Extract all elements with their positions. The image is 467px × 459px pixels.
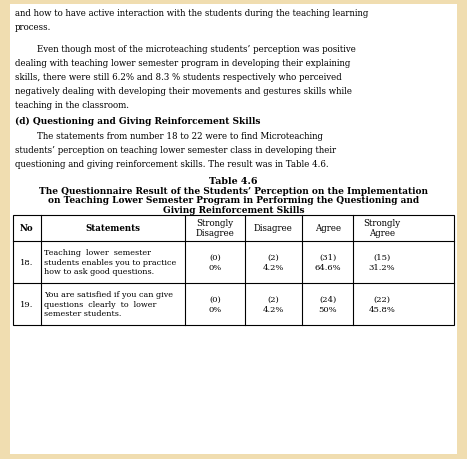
Text: Even though most of the microteaching students’ perception was positive: Even though most of the microteaching st… [15,45,356,54]
Text: (0)
0%: (0) 0% [208,295,221,313]
Text: Strongly
Agree: Strongly Agree [363,218,400,238]
Text: skills, there were still 6.2% and 8.3 % students respectively who perceived: skills, there were still 6.2% and 8.3 % … [15,73,342,82]
Text: Table 4.6: Table 4.6 [209,176,258,185]
Text: The Questionnaire Result of the Students’ Perception on the Implementation: The Questionnaire Result of the Students… [39,186,428,195]
Text: teaching in the classroom.: teaching in the classroom. [15,101,129,109]
Text: (d) Questioning and Giving Reinforcement Skills: (d) Questioning and Giving Reinforcement… [15,117,261,126]
Text: Giving Reinforcement Skills: Giving Reinforcement Skills [163,205,304,214]
Text: 19.: 19. [20,300,34,308]
Text: Agree: Agree [315,224,341,233]
Text: No: No [20,224,34,233]
Text: (2)
4.2%: (2) 4.2% [262,295,284,313]
Text: process.: process. [15,23,51,32]
Text: questioning and giving reinforcement skills. The result was in Table 4.6.: questioning and giving reinforcement ski… [15,159,329,168]
Text: (24)
50%: (24) 50% [318,295,337,313]
Text: The statements from number 18 to 22 were to find Microteaching: The statements from number 18 to 22 were… [15,131,323,140]
Text: (15)
31.2%: (15) 31.2% [368,253,395,271]
Text: You are satisfied if you can give
questions  clearly  to  lower
semester student: You are satisfied if you can give questi… [44,290,173,318]
Text: negatively dealing with developing their movements and gestures skills while: negatively dealing with developing their… [15,86,352,95]
Text: (22)
45.8%: (22) 45.8% [368,295,395,313]
Text: (31)
64.6%: (31) 64.6% [314,253,341,271]
Text: (0)
0%: (0) 0% [208,253,221,271]
Text: Disagree: Disagree [254,224,293,233]
Text: Teaching  lower  semester
students enables you to practice
how to ask good quest: Teaching lower semester students enables… [44,248,176,276]
Text: 18.: 18. [20,258,34,266]
Text: and how to have active interaction with the students during the teaching learnin: and how to have active interaction with … [15,9,368,18]
Text: dealing with teaching lower semester program in developing their explaining: dealing with teaching lower semester pro… [15,59,350,67]
Text: (2)
4.2%: (2) 4.2% [262,253,284,271]
Text: Statements: Statements [85,224,141,233]
Text: Strongly
Disagree: Strongly Disagree [195,218,234,238]
Text: on Teaching Lower Semester Program in Performing the Questioning and: on Teaching Lower Semester Program in Pe… [48,196,419,205]
Bar [13,215,454,325]
Text: students’ perception on teaching lower semester class in developing their: students’ perception on teaching lower s… [15,146,336,154]
